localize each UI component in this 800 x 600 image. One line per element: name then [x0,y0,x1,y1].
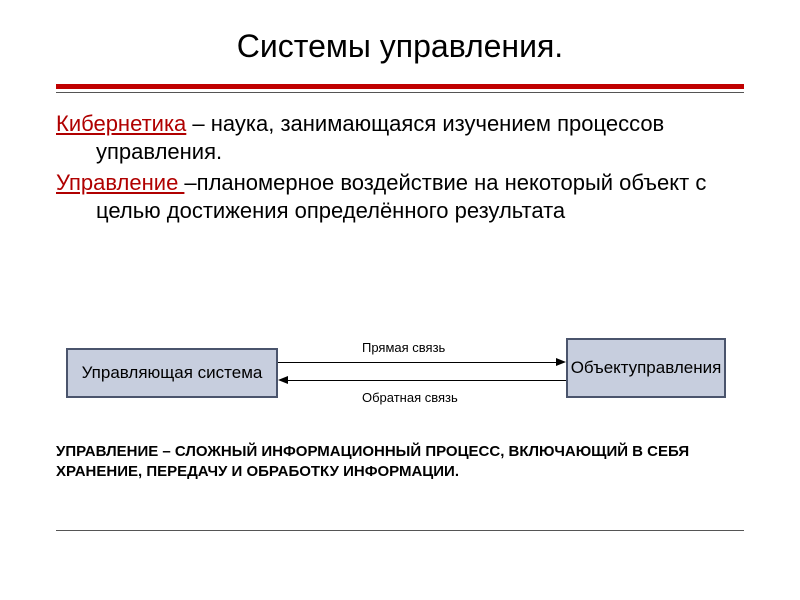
arrow-backward-head-icon [278,376,288,384]
definition-1: Кибернетика – наука, занимающаяся изучен… [56,110,744,165]
bottom-rule [56,530,744,531]
body-text: Кибернетика – наука, занимающаяся изучен… [56,110,744,228]
node-controlling-system: Управляющая система [66,348,278,398]
node-control-object: Объект управления [566,338,726,398]
footer-text: УПРАВЛЕНИЕ – СЛОЖНЫЙ ИНФОРМАЦИОННЫЙ ПРОЦ… [56,442,744,483]
arrow-backward-label: Обратная связь [362,390,458,405]
term-2: Управление [56,170,184,195]
node-control-object-label-1: Объект [571,358,629,378]
slide-title: Системы управления. [0,0,800,75]
arrow-forward-head-icon [556,358,566,366]
arrow-backward-line [286,380,566,381]
arrow-forward-label: Прямая связь [362,340,445,355]
node-control-object-label-2: управления [629,358,722,378]
definition-2: Управление –планомерное воздействие на н… [56,169,744,224]
title-underline-thin [56,92,744,93]
slide: Системы управления. Кибернетика – наука,… [0,0,800,600]
diagram: Управляющая система Объект управления Пр… [56,318,744,428]
term-1: Кибернетика [56,111,186,136]
title-underline-thick [56,84,744,89]
node-controlling-system-label: Управляющая система [82,363,263,383]
definition-2-text: –планомерное воздействие на некоторый об… [96,170,706,223]
arrow-forward-line [278,362,558,363]
